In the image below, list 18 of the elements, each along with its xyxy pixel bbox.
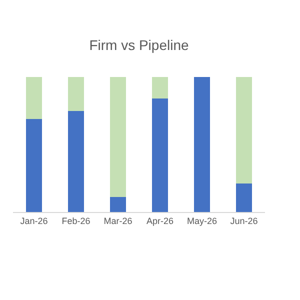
x-tick-label: Jan-26 [20, 216, 48, 226]
bar [26, 118, 42, 212]
bar [236, 184, 252, 212]
x-tick-label: May-26 [186, 216, 218, 226]
bar [110, 197, 126, 212]
bar [110, 77, 126, 198]
x-tick-label: Mar-26 [104, 216, 132, 226]
bar [68, 77, 84, 111]
bar [152, 98, 168, 212]
bar [26, 77, 42, 119]
bar [68, 110, 84, 212]
x-tick-label: Apr-26 [146, 216, 174, 226]
bar [152, 77, 168, 99]
x-tick-label: Feb-26 [62, 216, 90, 226]
bar [236, 77, 252, 184]
x-tick-label: Jun-26 [230, 216, 258, 226]
bar [194, 77, 210, 212]
chart-title: Firm vs Pipeline [89, 36, 189, 53]
